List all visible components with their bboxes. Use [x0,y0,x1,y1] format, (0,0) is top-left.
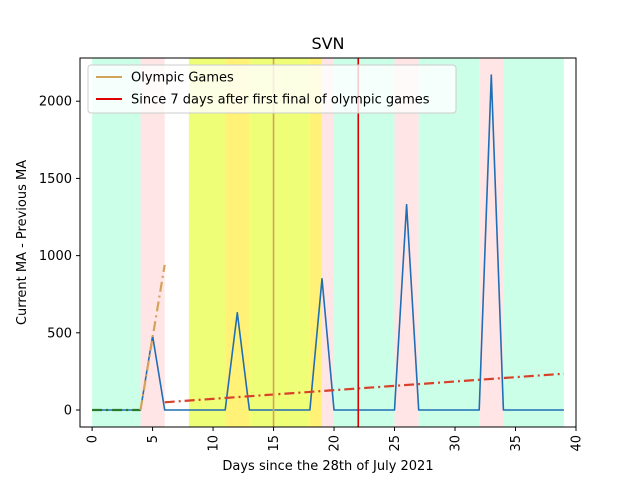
series-line-3 [164,372,564,404]
x-tick-label: 10 [207,435,222,452]
y-tick-label: 0 [64,404,72,419]
x-tick-label: 5 [146,435,161,443]
background-band-11 [503,58,564,427]
y-tick-label: 2000 [39,95,72,110]
series-layer [92,74,564,412]
background-band-6 [321,58,335,427]
background-band-7 [334,58,395,427]
background-bands [92,58,564,427]
x-tick-label: 0 [86,435,101,443]
background-band-3 [225,58,250,427]
x-axis-label: Days since the 28th of July 2021 [222,459,433,474]
x-axis-ticks: 0 5 10 15 20 25 30 35 40 [86,427,585,452]
x-tick-label: 20 [328,435,343,452]
background-band-5 [309,58,322,427]
background-band-10 [479,58,504,427]
background-band-1 [140,58,165,427]
y-axis-label: Current MA - Previous MA [15,160,30,325]
vertical-lines [272,58,360,427]
legend-label-since-7-days: Since 7 days after first final of olympi… [131,93,430,108]
y-tick-label: 1500 [39,172,72,187]
x-tick-label: 30 [449,435,464,452]
background-band-2 [188,58,226,427]
y-tick-label: 1000 [39,249,72,264]
y-tick-label: 500 [47,326,72,341]
plot-frame [79,57,577,428]
series-line-0 [92,74,564,411]
background-band-4 [249,58,310,427]
x-tick-label: 15 [267,435,282,452]
chart-title: SVN [311,34,344,53]
background-band-8 [394,58,419,427]
x-tick-label: 35 [509,435,524,452]
background-band-0 [92,58,141,427]
x-tick-label: 25 [388,435,403,452]
background-band-9 [418,58,480,427]
x-tick-label: 40 [570,435,585,452]
legend: Olympic Games Since 7 days after first f… [87,64,457,114]
legend-label-olympic-games: Olympic Games [131,71,234,86]
y-axis-ticks: 0 500 1000 1500 2000 [39,95,80,419]
series-line-2 [139,264,166,411]
legend-box [87,64,457,114]
